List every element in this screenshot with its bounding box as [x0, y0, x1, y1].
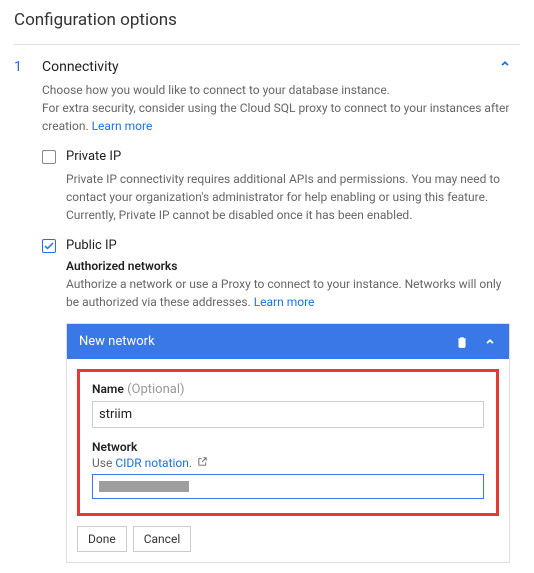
- new-network-panel-header[interactable]: New network: [67, 324, 509, 359]
- section-header[interactable]: 1 Connectivity: [14, 57, 520, 75]
- delete-icon[interactable]: [455, 335, 469, 349]
- private-ip-description: Private IP connectivity requires additio…: [42, 170, 510, 224]
- name-input[interactable]: [92, 401, 484, 428]
- public-ip-checkbox[interactable]: [42, 239, 56, 253]
- panel-button-row: Done Cancel: [77, 526, 499, 552]
- checkmark-icon: [43, 240, 55, 252]
- done-button[interactable]: Done: [77, 526, 127, 552]
- section-title: Connectivity: [42, 59, 498, 75]
- new-network-panel: New network Name (Optional): [66, 323, 510, 563]
- public-ip-checkbox-row[interactable]: Public IP: [42, 238, 510, 253]
- authorized-networks-desc: Authorize a network or use a Proxy to co…: [66, 275, 510, 311]
- learn-more-link[interactable]: Learn more: [92, 119, 153, 133]
- new-network-panel-title: New network: [79, 334, 441, 349]
- connectivity-section: 1 Connectivity Choose how you would like…: [14, 44, 520, 563]
- help-prefix: Use: [92, 456, 115, 470]
- name-optional-text: (Optional): [127, 382, 184, 397]
- name-field-group: Name (Optional): [92, 382, 484, 428]
- desc-line-1: Choose how you would like to connect to …: [42, 83, 390, 97]
- network-field-label: Network: [92, 440, 484, 454]
- cancel-button[interactable]: Cancel: [133, 526, 192, 552]
- section-body: Choose how you would like to connect to …: [14, 81, 520, 563]
- section-number: 1: [14, 59, 42, 75]
- chevron-up-icon[interactable]: [498, 57, 520, 71]
- public-ip-label: Public IP: [66, 238, 117, 253]
- private-ip-checkbox-row[interactable]: Private IP: [42, 149, 510, 164]
- highlighted-form-area: Name (Optional) Network Use CIDR notatio…: [77, 369, 499, 516]
- help-suffix: .: [189, 456, 192, 470]
- page-title: Configuration options: [14, 10, 520, 30]
- private-ip-label: Private IP: [66, 149, 121, 164]
- authorized-networks-title: Authorized networks: [66, 259, 510, 273]
- network-field-help: Use CIDR notation.: [92, 456, 484, 470]
- auth-learn-more-link[interactable]: Learn more: [254, 295, 315, 309]
- network-input-placeholder-bar: [99, 481, 189, 492]
- panel-chevron-up-icon[interactable]: [483, 335, 497, 349]
- connectivity-description: Choose how you would like to connect to …: [42, 81, 510, 135]
- public-ip-subsection: Authorized networks Authorize a network …: [42, 259, 510, 563]
- private-ip-checkbox[interactable]: [42, 150, 56, 164]
- cidr-notation-link[interactable]: CIDR notation: [115, 456, 189, 470]
- network-input[interactable]: [92, 474, 484, 499]
- external-link-icon: [197, 457, 208, 470]
- network-field-group: Network Use CIDR notation.: [92, 440, 484, 499]
- name-field-label: Name: [92, 382, 124, 396]
- new-network-panel-body: Name (Optional) Network Use CIDR notatio…: [67, 359, 509, 562]
